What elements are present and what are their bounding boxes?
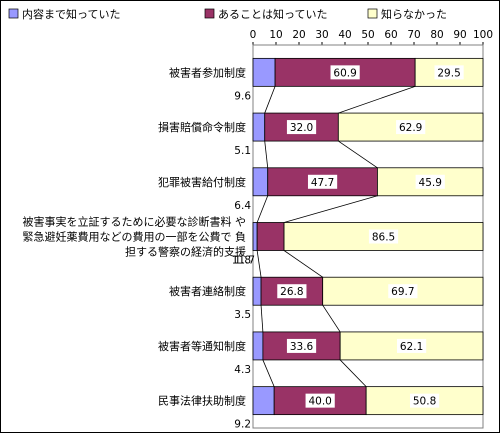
connector-line xyxy=(338,85,416,114)
legend-label-2: 知らなかった xyxy=(381,7,447,21)
data-label-1-0: 5.1 xyxy=(234,145,251,157)
data-label-5-0: 4.3 xyxy=(234,364,251,376)
connector-line xyxy=(283,250,323,278)
data-label-0-1: 60.9 xyxy=(333,67,356,79)
data-label-6-1: 40.0 xyxy=(308,396,331,408)
data-label-5-1: 33.6 xyxy=(290,341,314,353)
x-tick-label-7: 70 xyxy=(407,29,420,41)
connector-line xyxy=(322,304,341,333)
data-label-2-0: 6.4 xyxy=(234,200,251,212)
legend-label-0: 内容まで知っていた xyxy=(22,7,120,21)
legend: 内容まで知っていた あることは知っていた 知らなかった xyxy=(8,7,447,21)
category-label-3: 担する警察の経済的支援 xyxy=(125,245,246,259)
data-label-bg xyxy=(388,284,418,299)
data-label-bg xyxy=(415,174,445,189)
data-label-1-1: 32.0 xyxy=(290,122,313,134)
bar-segment-5-0 xyxy=(252,331,264,361)
x-tick-label-3: 30 xyxy=(315,29,328,41)
data-label-2-2: 45.9 xyxy=(419,177,442,189)
category-label-6: 民事法律扶助制度 xyxy=(158,394,246,408)
category-label-4: 被害者連絡制度 xyxy=(169,284,246,298)
data-label-bg xyxy=(307,174,338,189)
x-tick-label-4: 40 xyxy=(338,29,351,41)
x-tick-label-6: 60 xyxy=(384,29,397,41)
bar-segment-6-0 xyxy=(252,386,275,416)
bar-segment-0-0 xyxy=(252,57,276,87)
plot-area: 9.6 60.9 29.5 5.1 32.0 62.9 6.4 47.7 45.9 1.811.7… xyxy=(232,44,484,431)
data-label-bg xyxy=(286,120,317,135)
data-label-5-2: 62.1 xyxy=(400,341,423,353)
data-label-bg xyxy=(330,65,360,80)
data-label-3-2: 86.5 xyxy=(372,232,395,244)
category-label-5: 被害者等通知制度 xyxy=(158,339,246,353)
bar-segment-3-0 xyxy=(252,222,258,251)
x-tick-label-10: 100 xyxy=(473,29,493,41)
connector-line xyxy=(264,86,276,114)
legend-swatch-0 xyxy=(8,8,19,19)
x-tick-label-8: 80 xyxy=(430,29,443,41)
data-label-0-0: 9.6 xyxy=(234,90,251,102)
connector-line xyxy=(256,195,269,223)
data-label-bg xyxy=(409,393,440,408)
data-label-bg xyxy=(396,338,427,353)
category-label-3: 緊急避妊薬費用などの費用の一部を公費で 負 xyxy=(23,230,247,244)
data-label-0-2: 29.5 xyxy=(437,67,460,79)
connector-line xyxy=(264,141,269,168)
data-label-1-2: 62.9 xyxy=(399,122,422,134)
bar-segment-3-1 xyxy=(256,222,285,251)
data-label-4-0: 3.5 xyxy=(234,309,251,321)
legend-swatch-1 xyxy=(204,8,215,19)
x-tick-label-1: 10 xyxy=(269,29,282,41)
category-labels: 被害者参加制度損害賠償命令制度犯罪被害給付制度被害事実を立証するために必要な診断… xyxy=(23,65,247,407)
bar-segment-2-0 xyxy=(252,167,269,197)
connector-line xyxy=(260,305,264,332)
category-label-3: 被害事実を立証するために必要な診断書料 や xyxy=(23,215,247,229)
data-label-bg xyxy=(434,65,464,80)
data-label-bg xyxy=(277,284,307,299)
x-tick-label-0: 0 xyxy=(250,29,257,41)
data-label-6-0: 9.2 xyxy=(234,419,251,431)
connector-line xyxy=(256,250,262,278)
x-tick-label-2: 20 xyxy=(292,29,305,41)
connector-line xyxy=(283,195,378,223)
data-label-3-0: 1.8 xyxy=(234,255,251,267)
data-label-4-1: 26.8 xyxy=(280,286,303,298)
category-label-2: 犯罪被害給付制度 xyxy=(158,175,246,189)
legend-label-1: あることは知っていた xyxy=(218,7,327,21)
bar-segment-1-0 xyxy=(252,112,266,142)
data-label-bg xyxy=(305,393,335,408)
category-label-1: 損害賠償命令制度 xyxy=(158,120,246,134)
connector-line xyxy=(262,359,275,387)
data-label-bg xyxy=(368,229,399,244)
bar-segment-4-0 xyxy=(252,276,262,306)
data-label-3-1: 11.7 xyxy=(232,255,255,267)
connector-line xyxy=(339,359,367,387)
data-label-4-2: 69.7 xyxy=(391,286,414,298)
x-tick-label-5: 50 xyxy=(361,29,374,41)
data-label-2-1: 47.7 xyxy=(311,177,334,189)
connector-line xyxy=(338,140,378,169)
category-label-0: 被害者参加制度 xyxy=(169,65,246,79)
legend-swatch-2 xyxy=(367,8,378,19)
data-label-bg xyxy=(286,338,317,353)
x-tick-label-9: 90 xyxy=(453,29,466,41)
data-label-bg xyxy=(396,120,426,135)
data-label-6-2: 50.8 xyxy=(413,396,436,408)
